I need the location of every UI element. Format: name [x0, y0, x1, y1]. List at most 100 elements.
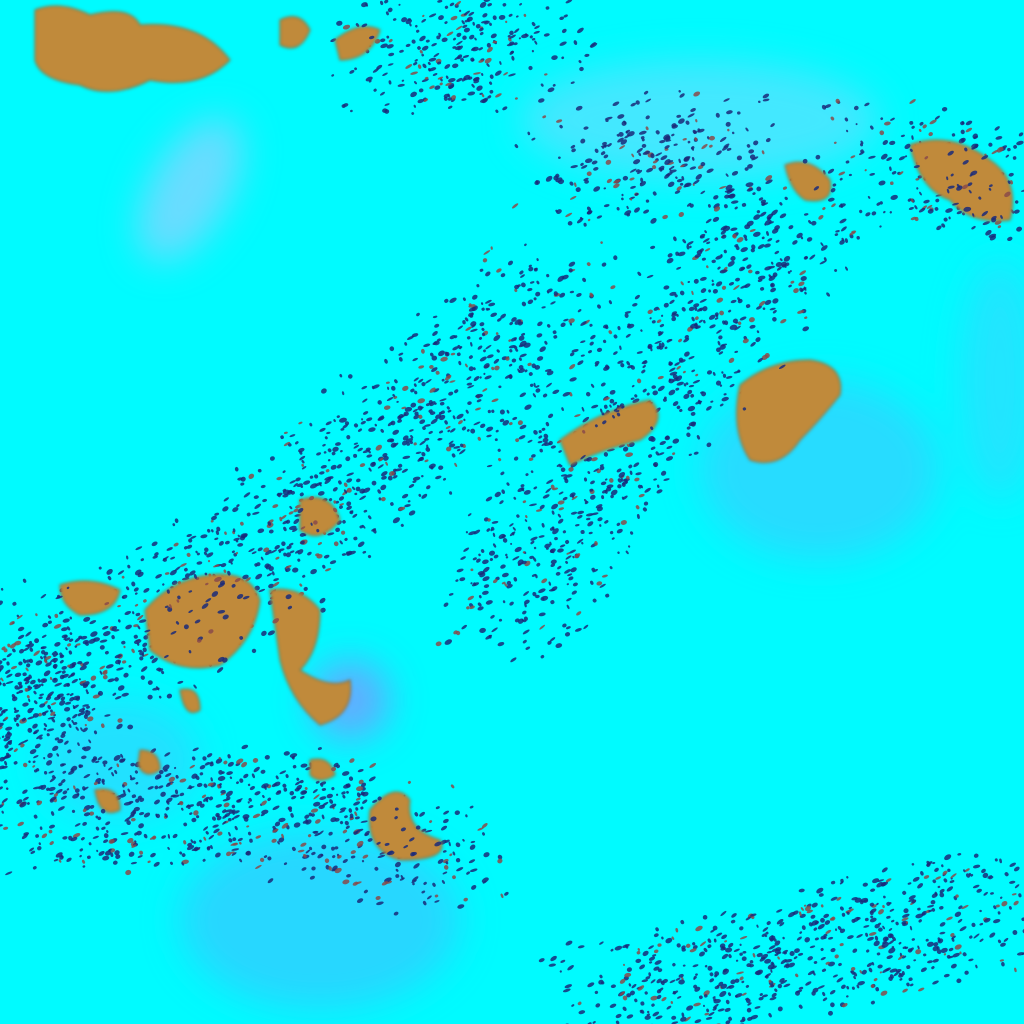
speckle	[268, 529, 274, 534]
speckle	[280, 435, 284, 440]
speckle	[140, 675, 145, 680]
speckle	[246, 512, 251, 517]
speckle	[378, 457, 384, 462]
speckle	[142, 653, 149, 657]
speckle	[546, 273, 550, 278]
speckle	[552, 330, 557, 335]
speckle	[568, 261, 576, 267]
speckle	[550, 563, 556, 568]
speckle	[66, 693, 70, 696]
speckle	[283, 552, 287, 557]
speckle	[596, 581, 603, 586]
speckle	[616, 522, 621, 527]
speckle	[66, 717, 71, 722]
speckle	[465, 409, 469, 414]
speckle	[173, 542, 179, 547]
speckle	[482, 388, 488, 392]
speckle	[295, 477, 301, 482]
speckle	[519, 353, 527, 358]
speckle	[459, 449, 466, 455]
speckle	[149, 655, 154, 660]
speckle	[482, 566, 490, 573]
speckle	[43, 727, 47, 731]
speckle	[433, 388, 440, 393]
speckle	[90, 631, 98, 637]
speckle	[54, 682, 62, 687]
speckle	[461, 624, 467, 630]
speckle	[493, 334, 501, 342]
speckle	[502, 419, 510, 426]
speckle	[317, 491, 325, 496]
speckle	[402, 440, 408, 446]
speckle	[538, 612, 546, 617]
speckle	[210, 529, 214, 533]
speckle	[338, 480, 342, 485]
speckle	[65, 647, 68, 651]
speckle	[58, 610, 64, 615]
speckle	[441, 378, 445, 382]
speckle	[512, 416, 518, 421]
speckle	[435, 370, 440, 375]
speckle	[251, 551, 257, 555]
speckle	[438, 430, 444, 434]
speckle	[413, 414, 420, 420]
speckle	[449, 297, 457, 304]
speckle	[589, 323, 593, 327]
speckle	[117, 685, 125, 691]
speckle	[325, 421, 332, 426]
speckle	[524, 243, 527, 247]
speckle	[477, 345, 483, 350]
speckle	[541, 427, 546, 431]
speckle	[54, 737, 60, 741]
speckle	[576, 538, 584, 544]
speckle	[74, 645, 78, 648]
speckle	[403, 411, 409, 417]
speckle	[483, 584, 490, 588]
speckle	[500, 313, 506, 319]
speckle	[653, 478, 657, 481]
speckle	[324, 436, 328, 440]
speckle	[486, 434, 492, 438]
speckle	[267, 630, 276, 636]
speckle	[372, 384, 380, 389]
speckle	[361, 385, 368, 390]
speckle	[494, 491, 501, 498]
speckle	[245, 577, 251, 582]
speckle	[532, 591, 537, 597]
speckle	[466, 376, 472, 381]
speckle	[321, 388, 327, 394]
speckle	[271, 571, 275, 576]
speckle	[470, 341, 473, 347]
speckle	[530, 536, 538, 541]
speckle	[237, 534, 241, 538]
speckle	[483, 250, 491, 255]
speckle	[536, 258, 539, 262]
speckle	[344, 537, 348, 541]
speckle	[240, 476, 246, 482]
speckle	[513, 456, 519, 461]
speckle	[377, 400, 382, 405]
speckle	[536, 280, 540, 285]
speckle	[408, 484, 415, 488]
speckle	[521, 487, 525, 492]
speckle	[485, 307, 489, 311]
speckle	[535, 509, 543, 512]
speckle	[34, 638, 40, 644]
speckle	[476, 558, 481, 563]
speckle	[482, 590, 489, 595]
speckle	[288, 542, 294, 546]
speckle	[322, 564, 326, 569]
speckle	[533, 297, 537, 301]
speckle	[288, 443, 292, 447]
speckle	[572, 555, 575, 559]
speckle	[32, 765, 36, 768]
speckle	[158, 695, 162, 699]
speckle	[605, 593, 610, 598]
speckle	[540, 595, 549, 601]
speckle	[571, 493, 575, 499]
speckle	[431, 367, 438, 373]
speckle	[267, 521, 272, 526]
speckle	[618, 444, 625, 448]
speckle	[600, 241, 603, 244]
